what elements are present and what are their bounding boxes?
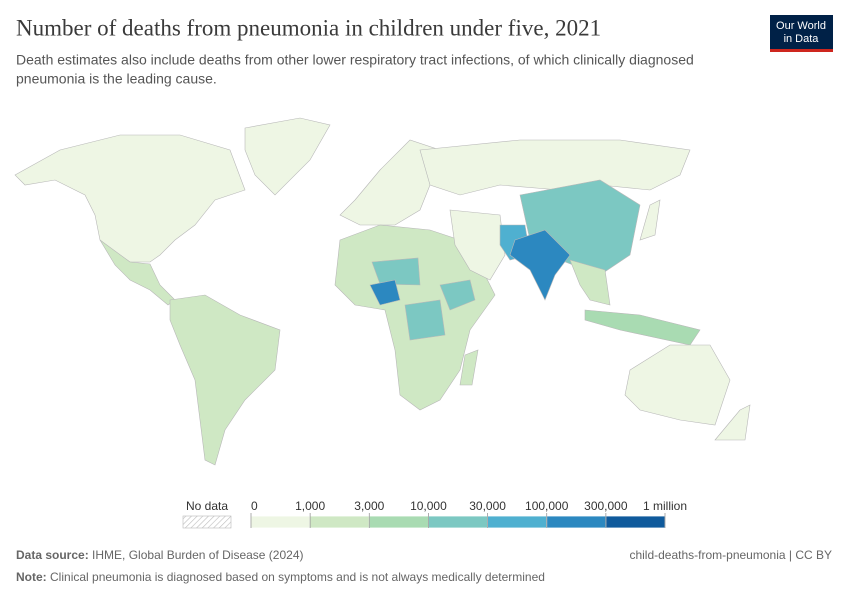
legend: No data 0 1,000 3,000 10,000 30,000 100,000 30… bbox=[182, 499, 687, 529]
sahel[interactable] bbox=[371, 257, 421, 286]
greenland[interactable] bbox=[244, 117, 331, 196]
nigeria[interactable] bbox=[369, 279, 401, 306]
legend-bin bbox=[546, 515, 607, 529]
logo[interactable]: Our World in Data bbox=[770, 15, 833, 52]
logo-text: in Data bbox=[784, 33, 820, 45]
japan[interactable] bbox=[639, 199, 661, 241]
subtitle: Death estimates also include deaths from… bbox=[16, 52, 694, 68]
legend-tick-label: 0 bbox=[251, 499, 258, 513]
legend-tick-label: 3,000 bbox=[354, 499, 384, 513]
subtitle: pneumonia is the leading cause. bbox=[16, 71, 217, 87]
world-map bbox=[14, 117, 751, 466]
logo-underline bbox=[770, 49, 833, 52]
logo-text: Our World bbox=[776, 20, 826, 32]
legend-tick-label: 1 million bbox=[643, 499, 687, 513]
madagascar[interactable] bbox=[459, 349, 479, 386]
drc[interactable] bbox=[404, 299, 446, 341]
source-label: Data source: bbox=[16, 548, 89, 562]
ethiopia[interactable] bbox=[439, 279, 476, 311]
legend-bin bbox=[428, 515, 488, 529]
title: Number of deaths from pneumonia in child… bbox=[16, 15, 601, 40]
southeast-asia[interactable] bbox=[569, 259, 611, 306]
australia[interactable] bbox=[624, 344, 731, 426]
legend-tick-label: 30,000 bbox=[469, 499, 506, 513]
russia[interactable] bbox=[419, 139, 691, 196]
no-data-swatch bbox=[182, 515, 232, 529]
indonesia[interactable] bbox=[584, 309, 701, 346]
legend-bin bbox=[605, 515, 666, 529]
legend-tick-label: 300,000 bbox=[584, 499, 628, 513]
middle-east[interactable] bbox=[449, 209, 506, 281]
new-zealand[interactable] bbox=[714, 404, 751, 441]
legend-tick-label: 10,000 bbox=[410, 499, 447, 513]
note-label: Note: bbox=[16, 570, 47, 584]
legend-bin bbox=[487, 515, 548, 529]
europe[interactable] bbox=[339, 139, 441, 226]
no-data-label: No data bbox=[186, 499, 228, 513]
source: IHME, Global Burden of Disease (2024) bbox=[92, 548, 303, 562]
north-america[interactable] bbox=[14, 134, 246, 263]
note: Note: Clinical pneumonia is diagnosed ba… bbox=[16, 570, 545, 584]
south-america[interactable] bbox=[169, 294, 281, 466]
legend-bin bbox=[250, 515, 311, 529]
note-text: Clinical pneumonia is diagnosed based on… bbox=[50, 570, 545, 584]
legend-tick-label: 1,000 bbox=[295, 499, 325, 513]
legend-tick-label: 100,000 bbox=[525, 499, 569, 513]
india[interactable] bbox=[509, 229, 571, 301]
legend-bin bbox=[368, 515, 429, 529]
data-source: Data source: IHME, Global Burden of Dise… bbox=[16, 548, 303, 562]
logo-box bbox=[770, 15, 833, 49]
slug[interactable]: child-deaths-from-pneumonia | CC BY bbox=[629, 548, 832, 562]
legend-bin bbox=[309, 515, 370, 529]
